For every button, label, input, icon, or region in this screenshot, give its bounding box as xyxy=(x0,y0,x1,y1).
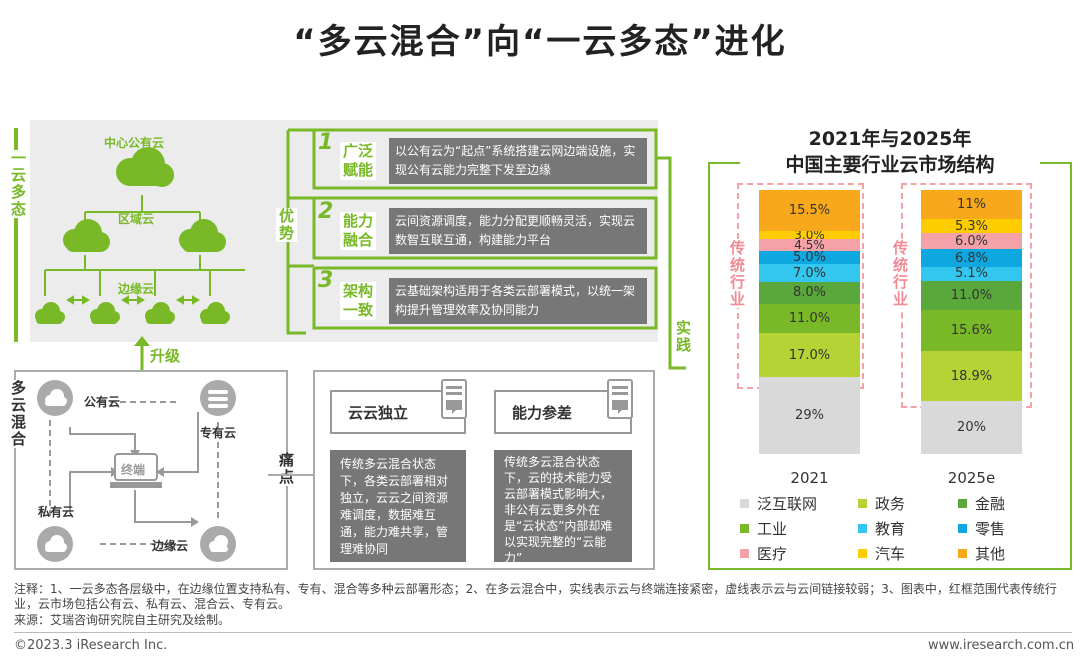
legend-swatch xyxy=(958,549,967,558)
bar-segment-汽车-2021: 3.0% xyxy=(759,229,860,241)
multi-cloud-diagram xyxy=(37,380,236,562)
advantage-2-number: 2 xyxy=(318,199,334,224)
legend-swatch xyxy=(958,499,967,508)
document-icon xyxy=(607,379,633,419)
regional-cloud-icon-right xyxy=(179,219,226,252)
legend-label: 工业 xyxy=(757,520,788,538)
footer-divider xyxy=(14,632,1072,633)
bar-segment-汽车-2025e: 5.3% xyxy=(921,219,1022,234)
advantage-3-number: 3 xyxy=(318,268,334,293)
practice-label: 实践 xyxy=(673,320,694,354)
bar-segment-零售-2025e: 6.8% xyxy=(921,249,1022,268)
advantage-3-text: 云基础架构适用于各类云部署模式，以统一架构提升管理效率及协同能力 xyxy=(389,278,647,324)
bar-segment-医疗-2025e: 6.0% xyxy=(921,233,1022,250)
legend-label: 医疗 xyxy=(757,545,788,563)
legend-item-工业: 工业 xyxy=(740,518,787,539)
bar-segment-政务-2021: 17.0% xyxy=(759,332,860,378)
footer-note: 注释：1、一云多态各层级中，在边缘位置支持私有、专有、混合等多种云部署形态；2、… xyxy=(14,582,1057,611)
bar-2021: 29% 17.0% 11.0% 8.0% 7.0% 5.0% 4.5% 3.0% 15.5% xyxy=(759,190,860,454)
legend-label: 政务 xyxy=(875,495,906,513)
bar-segment-金融-2025e: 11.0% xyxy=(921,280,1022,310)
legend-item-医疗: 医疗 xyxy=(740,543,787,564)
upgrade-label: 升级 xyxy=(150,347,181,365)
legend-label: 汽车 xyxy=(875,545,906,563)
advantage-2-text: 云间资源调度，能力分配更顺畅灵活，实现云数智互联互通，构建能力平台 xyxy=(389,208,647,254)
terminal-icon xyxy=(110,453,162,488)
legend-swatch xyxy=(858,549,867,558)
private-cloud-label: 私有云 xyxy=(38,505,75,519)
bar-segment-教育-2025e: 5.1% xyxy=(921,266,1022,281)
legend-label: 零售 xyxy=(975,520,1006,538)
pain-1-text: 传统多云混合状态下，各类云部署相对独立，云云之间资源难调度，数据难互通，能力难共… xyxy=(330,450,466,562)
pain-points-side-label: 痛点 xyxy=(276,452,297,486)
central-cloud-label: 中心公有云 xyxy=(104,136,165,150)
chart-title: 2021年与2025年 中国主要行业云市场结构 xyxy=(740,126,1040,178)
page-title: “多云混合”向“一云多态”进化 xyxy=(293,22,787,62)
central-cloud-icon xyxy=(116,147,174,187)
legend-item-金融: 金融 xyxy=(958,493,1005,514)
traditional-industry-label-2025: 传统行业 xyxy=(890,240,911,308)
legend-swatch xyxy=(958,524,967,533)
legend-label: 金融 xyxy=(975,495,1006,513)
dedicated-cloud-label: 专有云 xyxy=(200,426,237,440)
edge-cloud-icons xyxy=(35,302,230,324)
bar-segment-零售-2021: 5.0% xyxy=(759,250,860,265)
legend-item-教育: 教育 xyxy=(858,518,905,539)
advantage-1-number: 1 xyxy=(318,130,334,155)
document-icon xyxy=(441,379,467,419)
bar-segment-工业-2025e: 15.6% xyxy=(921,309,1022,351)
category-label-2021: 2021 xyxy=(790,469,829,487)
pain-1-title: 云云独立 xyxy=(348,404,409,422)
terminal-label: 终端 xyxy=(121,463,146,477)
pain-points-connector xyxy=(268,474,313,476)
multi-cloud-side-label: 多云混合 xyxy=(8,380,29,448)
edge-cloud-bottom-label: 边缘云 xyxy=(152,539,189,553)
footer-copyright: ©2023.3 iResearch Inc. xyxy=(14,638,168,653)
one-cloud-green-frame xyxy=(14,128,18,342)
legend-label: 泛互联网 xyxy=(757,495,818,513)
bar-segment-金融-2021: 8.0% xyxy=(759,282,860,304)
regional-cloud-icon-left xyxy=(63,219,110,252)
legend-label: 教育 xyxy=(875,520,906,538)
public-cloud-label: 公有云 xyxy=(84,395,121,409)
legend-item-其他: 其他 xyxy=(958,543,1005,564)
legend-item-泛互联网: 泛互联网 xyxy=(740,493,817,514)
pain-2-text: 传统多云混合状态下，云的技术能力受云部署模式影响大，非公有云更多外在是“云状态”… xyxy=(494,450,632,565)
bar-segment-医疗-2021: 4.5% xyxy=(759,238,860,251)
legend-swatch xyxy=(740,499,749,508)
edge-cloud-label: 边缘云 xyxy=(118,282,155,296)
footer-website: www.iresearch.com.cn xyxy=(928,638,1075,653)
advantage-1-label: 广泛赋能 xyxy=(340,142,376,180)
legend-swatch xyxy=(740,524,749,533)
bar-segment-泛互联网-2025e: 20% xyxy=(921,401,1022,454)
bar-segment-教育-2021: 7.0% xyxy=(759,263,860,283)
legend-item-政务: 政务 xyxy=(858,493,905,514)
cloud-hierarchy-diagram xyxy=(35,147,245,324)
legend-swatch xyxy=(740,549,749,558)
advantage-3-label: 架构一致 xyxy=(340,282,376,320)
bar-segment-其他-2021: 15.5% xyxy=(759,190,860,231)
regional-cloud-label: 区域云 xyxy=(118,212,155,226)
advantages-side-label: 优势 xyxy=(276,208,297,242)
legend-swatch xyxy=(858,499,867,508)
legend-label: 其他 xyxy=(975,545,1006,563)
footer-source: 来源：艾瑞咨询研究院自主研究及绘制。 xyxy=(14,613,231,627)
bar-segment-泛互联网-2021: 29% xyxy=(759,377,860,454)
traditional-industry-label-2021: 传统行业 xyxy=(727,240,748,308)
advantage-1-text: 以公有云为“起点”系统搭建云网边端设施，实现公有云能力完整下发至边缘 xyxy=(389,138,647,184)
advantage-brackets xyxy=(286,128,686,370)
bar-2025e: 20% 18.9% 15.6% 11.0% 5.1% 6.8% 6.0% 5.3% 11% xyxy=(921,190,1022,454)
advantage-2-label: 能力融合 xyxy=(340,212,376,250)
bar-segment-工业-2021: 11.0% xyxy=(759,303,860,333)
bar-segment-政务-2025e: 18.9% xyxy=(921,351,1022,402)
legend-swatch xyxy=(858,524,867,533)
legend-item-零售: 零售 xyxy=(958,518,1005,539)
pain-points-frame xyxy=(313,370,655,570)
one-cloud-side-label: 一云多态 xyxy=(8,150,29,218)
upgrade-arrow-icon xyxy=(134,336,150,372)
legend-item-汽车: 汽车 xyxy=(858,543,905,564)
bar-segment-其他-2025e: 11% xyxy=(921,190,1022,220)
pain-2-title: 能力参差 xyxy=(512,404,573,422)
category-label-2025e: 2025e xyxy=(947,469,996,487)
